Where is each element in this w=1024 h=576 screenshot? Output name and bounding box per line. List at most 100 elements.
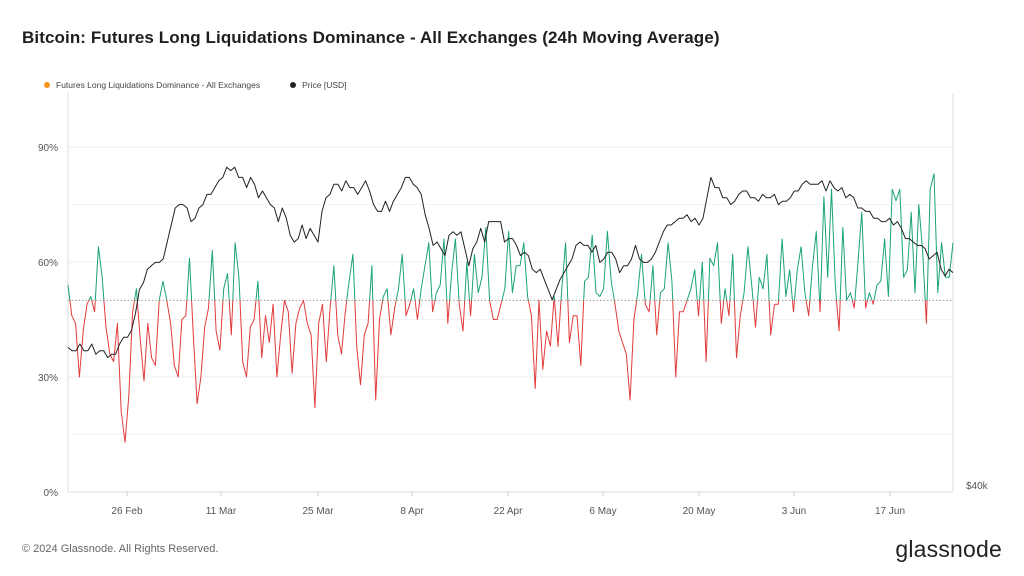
dominance-line-below xyxy=(924,300,928,324)
dominance-line-above xyxy=(346,253,356,301)
dominance-line-below xyxy=(228,300,234,336)
dominance-line-below xyxy=(672,300,688,378)
dominance-line-above xyxy=(553,296,555,301)
dominance-line-below xyxy=(469,300,473,317)
legend-swatch-dominance xyxy=(44,82,50,88)
dominance-line-above xyxy=(208,250,216,301)
dominance-line-above xyxy=(583,230,615,301)
dominance-line-below xyxy=(752,300,758,328)
chart-legend: Futures Long Liquidations Dominance - Al… xyxy=(44,80,347,90)
x-tick-label: 3 Jun xyxy=(782,506,806,517)
x-tick-label: 25 Mar xyxy=(302,506,334,517)
x-tick-label: 17 Jun xyxy=(875,506,905,517)
dominance-line-below xyxy=(191,300,210,405)
dominance-line-above xyxy=(67,284,71,301)
dominance-line-below xyxy=(91,300,96,313)
y-tick-label: 0% xyxy=(44,488,59,499)
chart-title: Bitcoin: Futures Long Liquidations Domin… xyxy=(22,28,720,47)
dominance-line-above xyxy=(839,227,853,301)
dominance-line-below xyxy=(446,300,451,324)
dominance-line-above xyxy=(560,242,569,301)
legend-item-price[interactable]: Price [USD] xyxy=(290,80,347,90)
dominance-line-below xyxy=(103,300,135,443)
dominance-line-below xyxy=(69,300,90,378)
dominance-line-above xyxy=(873,188,926,301)
dominance-line-below xyxy=(836,300,841,332)
dominance-line-below xyxy=(733,300,744,359)
dominance-line-above xyxy=(222,273,230,301)
dominance-line-above xyxy=(707,242,721,301)
dominance-line-above xyxy=(449,238,460,301)
dominance-line-below xyxy=(414,300,421,320)
dominance-line-below xyxy=(851,300,856,309)
dominance-line-below xyxy=(258,299,332,409)
dominance-line-below xyxy=(554,300,562,347)
dominance-line-below xyxy=(136,300,160,382)
dominance-line-below xyxy=(768,300,779,336)
dominance-line-above xyxy=(729,253,735,301)
dominance-line-above xyxy=(382,288,389,301)
dominance-line-above xyxy=(410,288,416,301)
dominance-line-above xyxy=(395,253,406,301)
dominance-line-above xyxy=(854,211,866,301)
dominance-line-above xyxy=(255,280,260,301)
dominance-line-above xyxy=(723,288,728,301)
dominance-line-above xyxy=(186,257,193,301)
dominance-line-below xyxy=(239,300,257,378)
dominance-line-above xyxy=(926,173,954,301)
dominance-line-above xyxy=(158,280,168,301)
dominance-line-below xyxy=(354,300,371,386)
copyright-text: © 2024 Glassnode. All Rights Reserved. xyxy=(22,543,219,555)
dominance-line-below xyxy=(726,300,731,317)
dominance-line-below xyxy=(387,300,397,336)
dominance-line-below xyxy=(654,300,661,336)
dominance-line-above xyxy=(686,269,698,301)
dominance-line-above xyxy=(636,253,646,301)
legend-item-dominance[interactable]: Futures Long Liquidations Dominance - Al… xyxy=(44,80,260,90)
y-right-tick-label: $40k xyxy=(966,481,989,492)
x-tick-label: 8 Apr xyxy=(400,506,424,517)
dominance-line-above xyxy=(94,246,105,301)
dominance-line-below xyxy=(703,300,709,363)
dominance-line-below xyxy=(527,299,555,389)
dominance-line-above xyxy=(867,292,873,301)
dominance-line-above xyxy=(794,246,807,301)
legend-label-dominance: Futures Long Liquidations Dominance - Al… xyxy=(56,80,261,90)
dominance-line-above xyxy=(501,230,529,301)
dominance-line-above xyxy=(809,230,820,301)
dominance-line-above xyxy=(742,246,754,301)
dominance-line-above xyxy=(134,288,138,301)
x-tick-label: 6 May xyxy=(589,506,616,517)
dominance-line-above xyxy=(330,265,337,301)
dominance-line-below xyxy=(864,300,868,309)
dominance-line-below xyxy=(871,300,875,305)
dominance-line-below xyxy=(644,300,651,313)
dominance-line-above xyxy=(464,261,470,301)
legend-label-price: Price [USD] xyxy=(302,80,347,90)
dominance-line-below xyxy=(719,300,725,324)
x-tick-label: 11 Mar xyxy=(206,506,237,517)
dominance-line-below xyxy=(489,300,503,320)
dominance-line-below xyxy=(335,300,348,355)
dominance-line-above xyxy=(369,265,374,301)
dominance-line-below xyxy=(431,300,436,313)
dominance-line-below xyxy=(404,300,412,317)
dominance-line-below xyxy=(819,300,821,313)
dominance-line-below xyxy=(372,300,384,401)
dominance-line-above xyxy=(88,296,93,301)
x-tick-label: 22 Apr xyxy=(494,506,524,517)
dominance-line-above xyxy=(778,238,793,301)
dominance-line-above xyxy=(419,242,433,301)
dominance-line-above xyxy=(232,242,241,301)
dominance-line-below xyxy=(613,300,638,401)
dominance-line-above xyxy=(819,188,837,301)
legend-swatch-price xyxy=(290,82,297,88)
dominance-line-below xyxy=(166,300,188,378)
dominance-line-above xyxy=(757,253,770,301)
dominance-line-above xyxy=(649,265,656,301)
y-tick-label: 30% xyxy=(38,373,58,384)
dominance-line-above xyxy=(434,238,448,301)
dominance-line-below xyxy=(805,300,811,317)
brand-logo: glassnode xyxy=(895,536,1002,562)
